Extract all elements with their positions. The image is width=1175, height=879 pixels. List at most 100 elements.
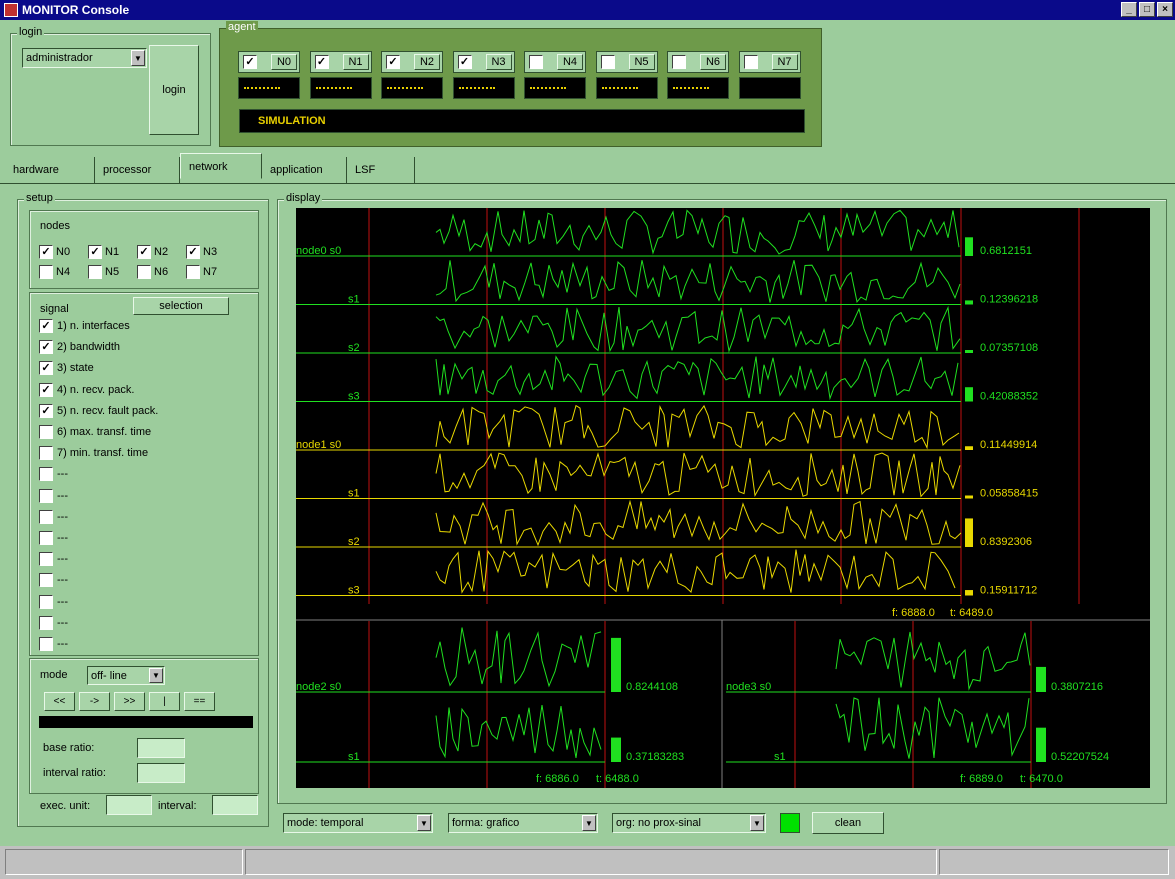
signal-checkbox[interactable]: ✓: [39, 340, 53, 355]
signal-item[interactable]: 7) min. transf. time: [39, 445, 148, 461]
signal-item[interactable]: ✓ 1) n. interfaces: [39, 318, 130, 334]
clean-button[interactable]: clean: [812, 812, 884, 834]
interval-field[interactable]: [212, 795, 258, 815]
signal-checkbox[interactable]: ✓: [39, 382, 53, 397]
signal-item[interactable]: 6) max. transf. time: [39, 424, 151, 440]
signal-checkbox[interactable]: [39, 488, 53, 503]
playback-button-2[interactable]: >>: [114, 692, 145, 711]
node-filter-n4[interactable]: N4: [39, 265, 70, 279]
interval-label: interval:: [158, 800, 197, 812]
signal-item[interactable]: ---: [39, 488, 68, 504]
node-filter-n7[interactable]: N7: [186, 265, 217, 279]
agent-node-button[interactable]: N7: [771, 54, 798, 70]
playback-button-3[interactable]: |: [149, 692, 180, 711]
tab-network[interactable]: network: [180, 153, 262, 179]
signal-item[interactable]: ✓ 2) bandwidth: [39, 339, 120, 355]
signal-item[interactable]: ---: [39, 572, 68, 588]
level-bar: [965, 495, 973, 499]
node-checkbox[interactable]: ✓: [137, 245, 151, 259]
tab-hardware[interactable]: hardware: [5, 157, 95, 183]
node-checkbox[interactable]: ✓: [186, 245, 200, 259]
minimize-button[interactable]: _: [1121, 2, 1137, 17]
interval-ratio-field[interactable]: [137, 763, 185, 783]
signal-plot[interactable]: node0 s0 0.6812151 s1 0.12396218 s2 0.0735710…: [296, 208, 1150, 788]
user-select[interactable]: administrador ▼: [22, 48, 147, 68]
maximize-button[interactable]: □: [1139, 2, 1155, 17]
signal-checkbox[interactable]: [39, 573, 53, 588]
signal-item[interactable]: ---: [39, 466, 68, 482]
chevron-down-icon[interactable]: ▼: [750, 815, 764, 831]
exec-unit-field[interactable]: [106, 795, 152, 815]
signal-checkbox[interactable]: [39, 552, 53, 567]
signal-item[interactable]: ---: [39, 551, 68, 567]
node-filter-n3[interactable]: ✓ N3: [186, 245, 217, 259]
title-bar[interactable]: MONITOR Console _ □ ×: [0, 0, 1175, 20]
agent-node-button[interactable]: N1: [342, 54, 369, 70]
node-checkbox[interactable]: ✓: [88, 245, 102, 259]
agent-checkbox[interactable]: ✓: [243, 55, 257, 69]
signal-checkbox[interactable]: ✓: [39, 403, 53, 418]
node-checkbox[interactable]: [39, 265, 53, 279]
signal-item[interactable]: ✓ 5) n. recv. fault pack.: [39, 403, 158, 419]
signal-checkbox[interactable]: [39, 446, 53, 461]
signal-checkbox[interactable]: [39, 594, 53, 609]
signal-checkbox[interactable]: ✓: [39, 319, 53, 333]
signal-checkbox[interactable]: [39, 467, 53, 482]
node-filter-n5[interactable]: N5: [88, 265, 119, 279]
signal-checkbox[interactable]: [39, 615, 53, 630]
signal-checkbox[interactable]: ✓: [39, 361, 53, 376]
node-filter-n6[interactable]: N6: [137, 265, 168, 279]
signal-checkbox[interactable]: [39, 531, 53, 545]
agent-node-button[interactable]: N3: [485, 54, 512, 70]
login-button[interactable]: login: [149, 45, 199, 135]
signal-item[interactable]: ---: [39, 615, 68, 631]
agent-node-button[interactable]: N4: [557, 54, 583, 70]
playback-button-1[interactable]: ->: [79, 692, 110, 711]
agent-node-button[interactable]: N2: [414, 54, 440, 70]
agent-node-button[interactable]: N6: [700, 54, 726, 70]
signal-checkbox[interactable]: [39, 509, 53, 524]
signal-item[interactable]: ✓ 3) state: [39, 360, 94, 376]
chevron-down-icon[interactable]: ▼: [131, 50, 145, 66]
node-filter-n2[interactable]: ✓ N2: [137, 245, 168, 259]
org-select[interactable]: org: no prox-sinal ▼: [612, 813, 766, 833]
node-checkbox[interactable]: [137, 265, 151, 279]
agent-checkbox[interactable]: [529, 55, 543, 69]
node-filter-n1[interactable]: ✓ N1: [88, 245, 119, 259]
tab-application[interactable]: application: [262, 157, 347, 183]
signal-item[interactable]: ✓ 4) n. recv. pack.: [39, 382, 134, 398]
signal-checkbox[interactable]: [39, 637, 53, 651]
agent-checkbox[interactable]: ✓: [386, 55, 400, 69]
agent-checkbox[interactable]: [672, 55, 686, 69]
node-label: N1: [105, 246, 120, 258]
forma-select[interactable]: forma: grafico ▼: [448, 813, 598, 833]
chevron-down-icon[interactable]: ▼: [417, 815, 431, 831]
chevron-down-icon[interactable]: ▼: [149, 668, 163, 683]
tab-lsf[interactable]: LSF: [347, 157, 415, 183]
color-indicator[interactable]: [780, 813, 800, 833]
node-checkbox[interactable]: [88, 265, 102, 279]
signal-item[interactable]: ---: [39, 636, 68, 652]
signal-item[interactable]: ---: [39, 594, 68, 610]
agent-node-button[interactable]: N5: [628, 54, 655, 70]
selection-button[interactable]: selection: [133, 297, 229, 315]
agent-checkbox[interactable]: [600, 55, 615, 69]
node-checkbox[interactable]: [186, 265, 200, 279]
close-button[interactable]: ×: [1157, 2, 1173, 17]
agent-checkbox[interactable]: ✓: [314, 55, 329, 69]
node-checkbox[interactable]: ✓: [39, 245, 53, 259]
node-filter-n0[interactable]: ✓ N0: [39, 245, 70, 259]
playback-button-4[interactable]: ==: [184, 692, 215, 711]
base-ratio-field[interactable]: [137, 738, 185, 758]
playback-button-0[interactable]: <<: [44, 692, 75, 711]
mode-select[interactable]: off- line ▼: [87, 666, 165, 685]
agent-checkbox[interactable]: [743, 55, 758, 69]
display-mode-select[interactable]: mode: temporal ▼: [283, 813, 433, 833]
signal-item[interactable]: ---: [39, 530, 68, 546]
signal-checkbox[interactable]: [39, 425, 53, 439]
chevron-down-icon[interactable]: ▼: [582, 815, 596, 831]
agent-checkbox[interactable]: ✓: [457, 55, 472, 69]
agent-node-button[interactable]: N0: [271, 54, 297, 70]
signal-item[interactable]: ---: [39, 509, 68, 525]
tab-processor[interactable]: processor: [95, 157, 180, 183]
